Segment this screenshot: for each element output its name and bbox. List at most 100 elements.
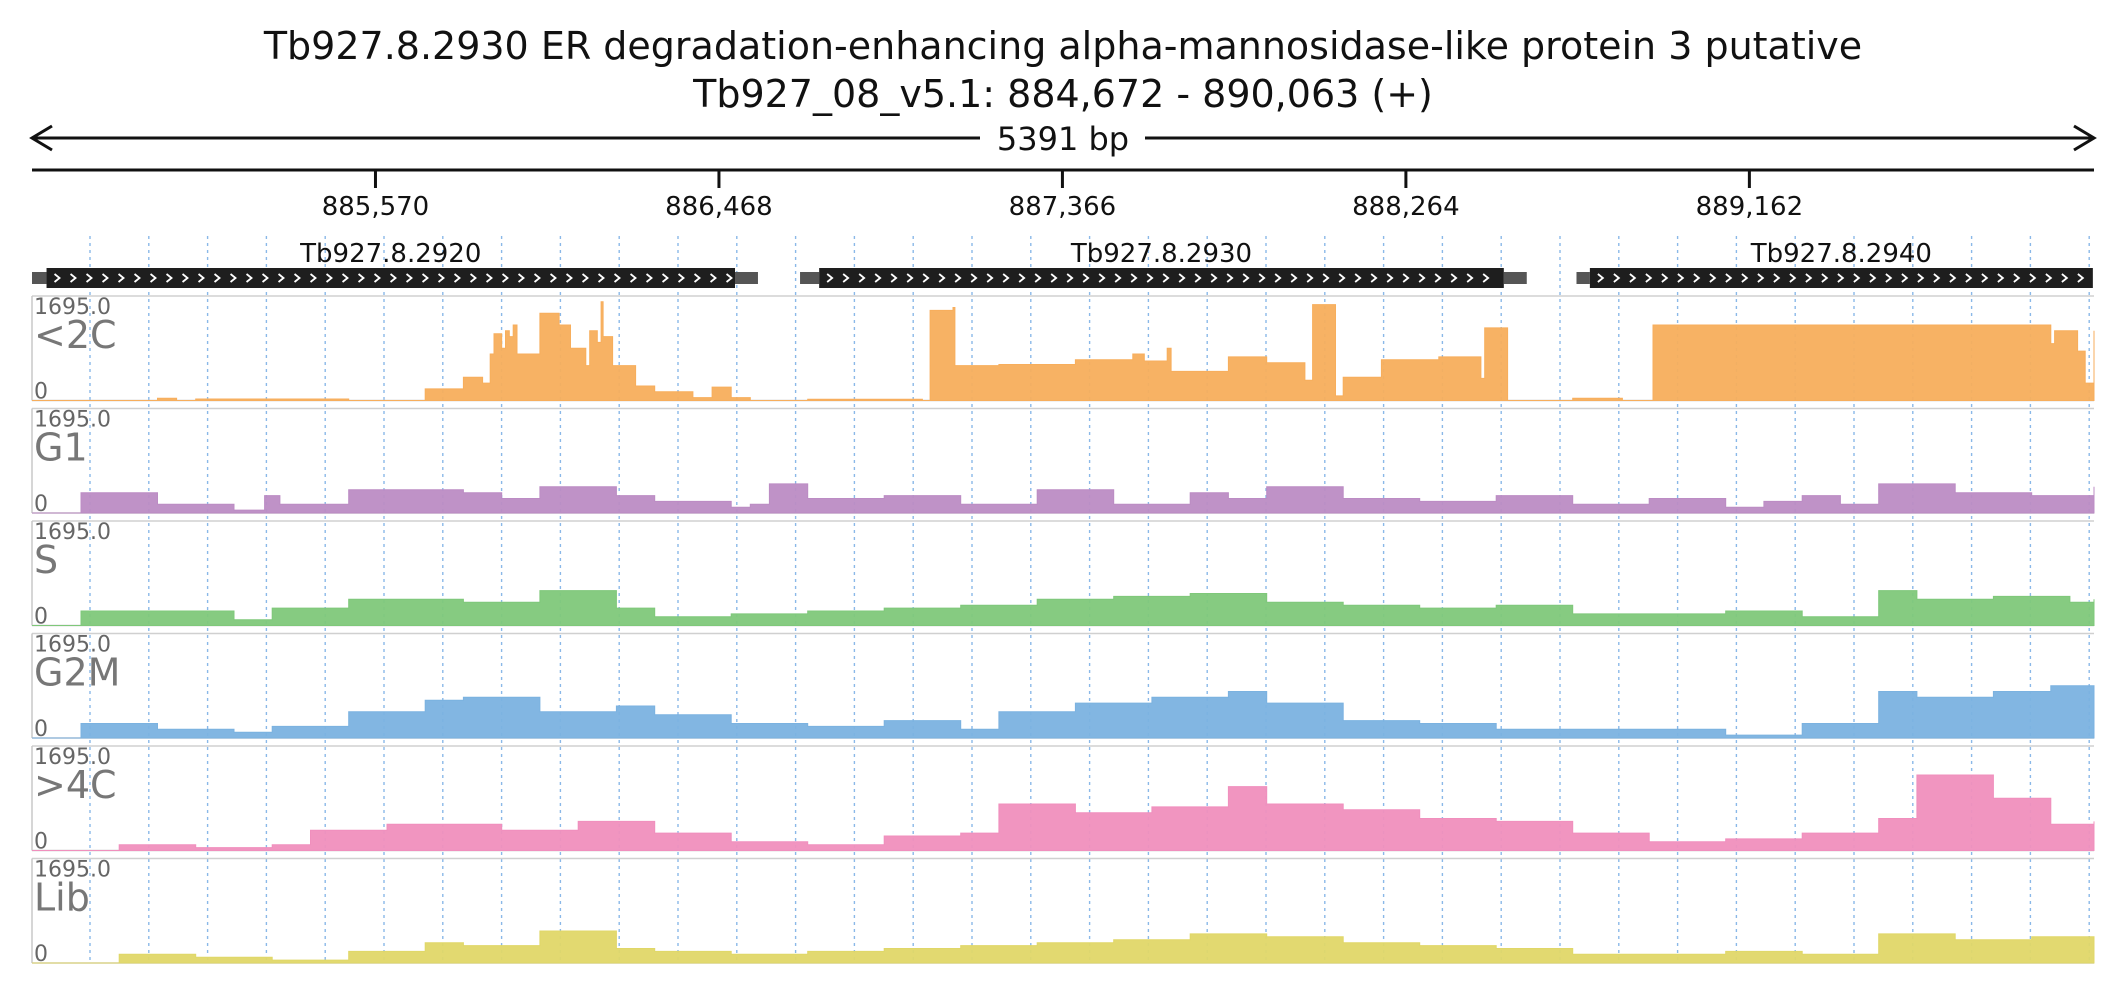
strand-arrow-icon (1034, 273, 1042, 283)
strand-arrow-icon (469, 273, 477, 283)
strand-arrow-icon (1901, 273, 1909, 283)
strand-arrow-icon (1242, 273, 1250, 283)
track-3: 1695.0 0 G2M (31, 633, 2095, 742)
gene-body (819, 268, 1504, 288)
strand-arrow-icon (1805, 273, 1813, 283)
strand-arrow-icon (1466, 273, 1474, 283)
strand-arrow-icon (661, 273, 669, 283)
strand-arrow-icon (581, 273, 589, 283)
gene-utr (800, 272, 820, 284)
strand-arrow-icon (938, 273, 946, 283)
strand-arrow-icon (1741, 273, 1749, 283)
strand-arrow-icon (565, 273, 573, 283)
gene-utr (1576, 272, 1590, 284)
gene-utr (1503, 272, 1527, 284)
strand-arrow-icon (1725, 273, 1733, 283)
strand-arrow-icon (645, 273, 653, 283)
strand-arrow-icon (485, 273, 493, 283)
strand-arrow-icon (1597, 273, 1605, 283)
strand-arrow-icon (1178, 273, 1186, 283)
strand-arrow-icon (197, 273, 205, 283)
strand-arrow-icon (325, 273, 333, 283)
strand-arrow-icon (1338, 273, 1346, 283)
coverage-area (32, 930, 2095, 964)
strand-arrow-icon (1098, 273, 1106, 283)
track-name: <2C (34, 313, 117, 357)
strand-arrow-icon (453, 273, 461, 283)
strand-arrow-icon (165, 273, 173, 283)
strand-arrow-icon (629, 273, 637, 283)
strand-arrow-icon (1757, 273, 1765, 283)
strand-arrow-icon (677, 273, 685, 283)
strand-arrow-icon (1789, 273, 1797, 283)
track-ymin-label: 0 (34, 605, 48, 630)
strand-arrow-icon (277, 273, 285, 283)
track-name: S (34, 538, 58, 582)
span-arrow: 5391 bp (29, 120, 2097, 158)
axis-tick-label: 888,264 (1352, 192, 1460, 222)
strand-arrow-icon (1933, 273, 1941, 283)
strand-arrow-icon (1082, 273, 1090, 283)
strand-arrow-icon (922, 273, 930, 283)
gene-body (1589, 268, 2093, 288)
strand-arrow-icon (149, 273, 157, 283)
strand-arrow-icon (1821, 273, 1829, 283)
strand-arrow-icon (1114, 273, 1122, 283)
gene-label: Tb927.8.2930 (1070, 239, 1252, 269)
strand-arrow-icon (725, 273, 733, 283)
strand-arrow-icon (133, 273, 141, 283)
track-ymin-label: 0 (34, 830, 48, 855)
strand-arrow-icon (1146, 273, 1154, 283)
strand-arrow-icon (1773, 273, 1781, 283)
track-1: 1695.0 0 G1 (31, 408, 2095, 517)
strand-arrow-icon (826, 273, 834, 283)
strand-arrow-icon (389, 273, 397, 283)
strand-arrow-icon (549, 273, 557, 283)
strand-arrow-icon (1306, 273, 1314, 283)
gene-label: Tb927.8.2920 (299, 239, 481, 269)
strand-arrow-icon (1629, 273, 1637, 283)
strand-arrow-icon (1661, 273, 1669, 283)
coverage-tracks: 1695.00<2C1695.00G11695.00S1695.00G2M169… (31, 295, 2095, 967)
strand-arrow-icon (2077, 273, 2085, 283)
strand-arrow-icon (954, 273, 962, 283)
strand-arrow-icon (1274, 273, 1282, 283)
chart-subtitle: Tb927_08_v5.1: 884,672 - 890,063 (+) (693, 72, 1433, 116)
strand-arrow-icon (229, 273, 237, 283)
strand-arrow-icon (1885, 273, 1893, 283)
strand-arrow-icon (906, 273, 914, 283)
strand-arrow-icon (1018, 273, 1026, 283)
track-5: 1695.0 0 Lib (31, 858, 2095, 967)
strand-arrow-icon (1130, 273, 1138, 283)
track-ymin-label: 0 (34, 492, 48, 517)
strand-arrow-icon (1354, 273, 1362, 283)
strand-arrow-icon (2045, 273, 2053, 283)
strand-arrow-icon (1981, 273, 1989, 283)
strand-arrow-icon (1210, 273, 1218, 283)
gene-label: Tb927.8.2940 (1750, 239, 1932, 269)
gene-utr (32, 272, 47, 284)
strand-arrow-icon (1370, 273, 1378, 283)
strand-arrow-icon (293, 273, 301, 283)
strand-arrow-icon (1693, 273, 1701, 283)
gene-body (46, 268, 736, 288)
track-ymax-label: 1695.0 (34, 408, 111, 433)
strand-arrow-icon (613, 273, 621, 283)
coverage-area (32, 685, 2095, 739)
strand-arrow-icon (1418, 273, 1426, 283)
track-ymax-label: 1695.0 (34, 633, 111, 658)
strand-arrow-icon (245, 273, 253, 283)
strand-arrow-icon (1162, 273, 1170, 283)
strand-arrow-icon (117, 273, 125, 283)
track-ymin-label: 0 (34, 380, 48, 405)
strand-arrow-icon (709, 273, 717, 283)
strand-arrow-icon (533, 273, 541, 283)
coverage-area (32, 774, 2095, 851)
strand-arrow-icon (2013, 273, 2021, 283)
gene: Tb927.8.2940 (1576, 239, 2093, 288)
track-name: >4C (34, 763, 117, 807)
coverage-area (32, 590, 2095, 626)
track-0: 1695.0 0 <2C (31, 295, 2095, 405)
strand-arrow-icon (181, 273, 189, 283)
strand-arrow-icon (1482, 273, 1490, 283)
